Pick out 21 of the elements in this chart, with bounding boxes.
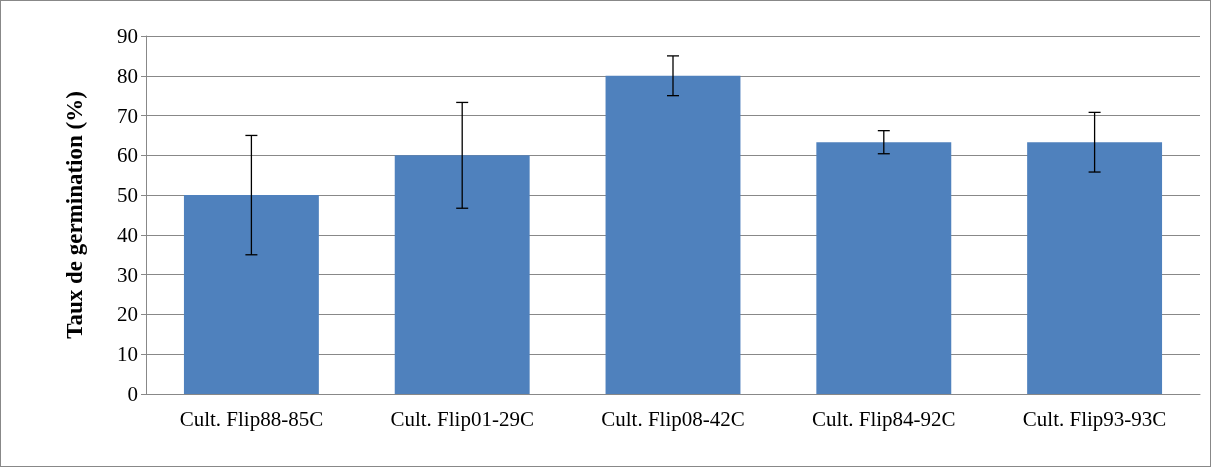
y-tick-label: 20 — [117, 302, 138, 327]
y-tick-label: 10 — [117, 342, 138, 367]
x-tick-label: Cult. Flip88-85C — [179, 406, 324, 431]
x-tick-label: Cult. Flip84-92C — [812, 406, 956, 431]
y-tick-label: 0 — [127, 382, 138, 406]
y-tick-label: 80 — [117, 63, 138, 88]
y-axis-title: Taux de germination (%) — [62, 91, 87, 339]
x-tick-label: Cult. Flip93-93C — [1022, 406, 1167, 431]
y-tick-label: 50 — [117, 183, 138, 208]
bar — [1027, 142, 1163, 394]
bar — [394, 155, 530, 394]
x-tick-label: Cult. Flip01-29C — [390, 406, 534, 431]
y-tick-label: 40 — [117, 222, 138, 247]
y-tick-label: 70 — [117, 103, 138, 128]
bar — [605, 75, 741, 394]
y-tick-label: 30 — [117, 262, 138, 287]
bar — [183, 195, 319, 394]
y-tick-label: 60 — [117, 143, 138, 168]
y-tick-label: 90 — [117, 24, 138, 48]
x-tick-label: Cult. Flip08-42C — [601, 406, 745, 431]
bar — [816, 142, 952, 394]
